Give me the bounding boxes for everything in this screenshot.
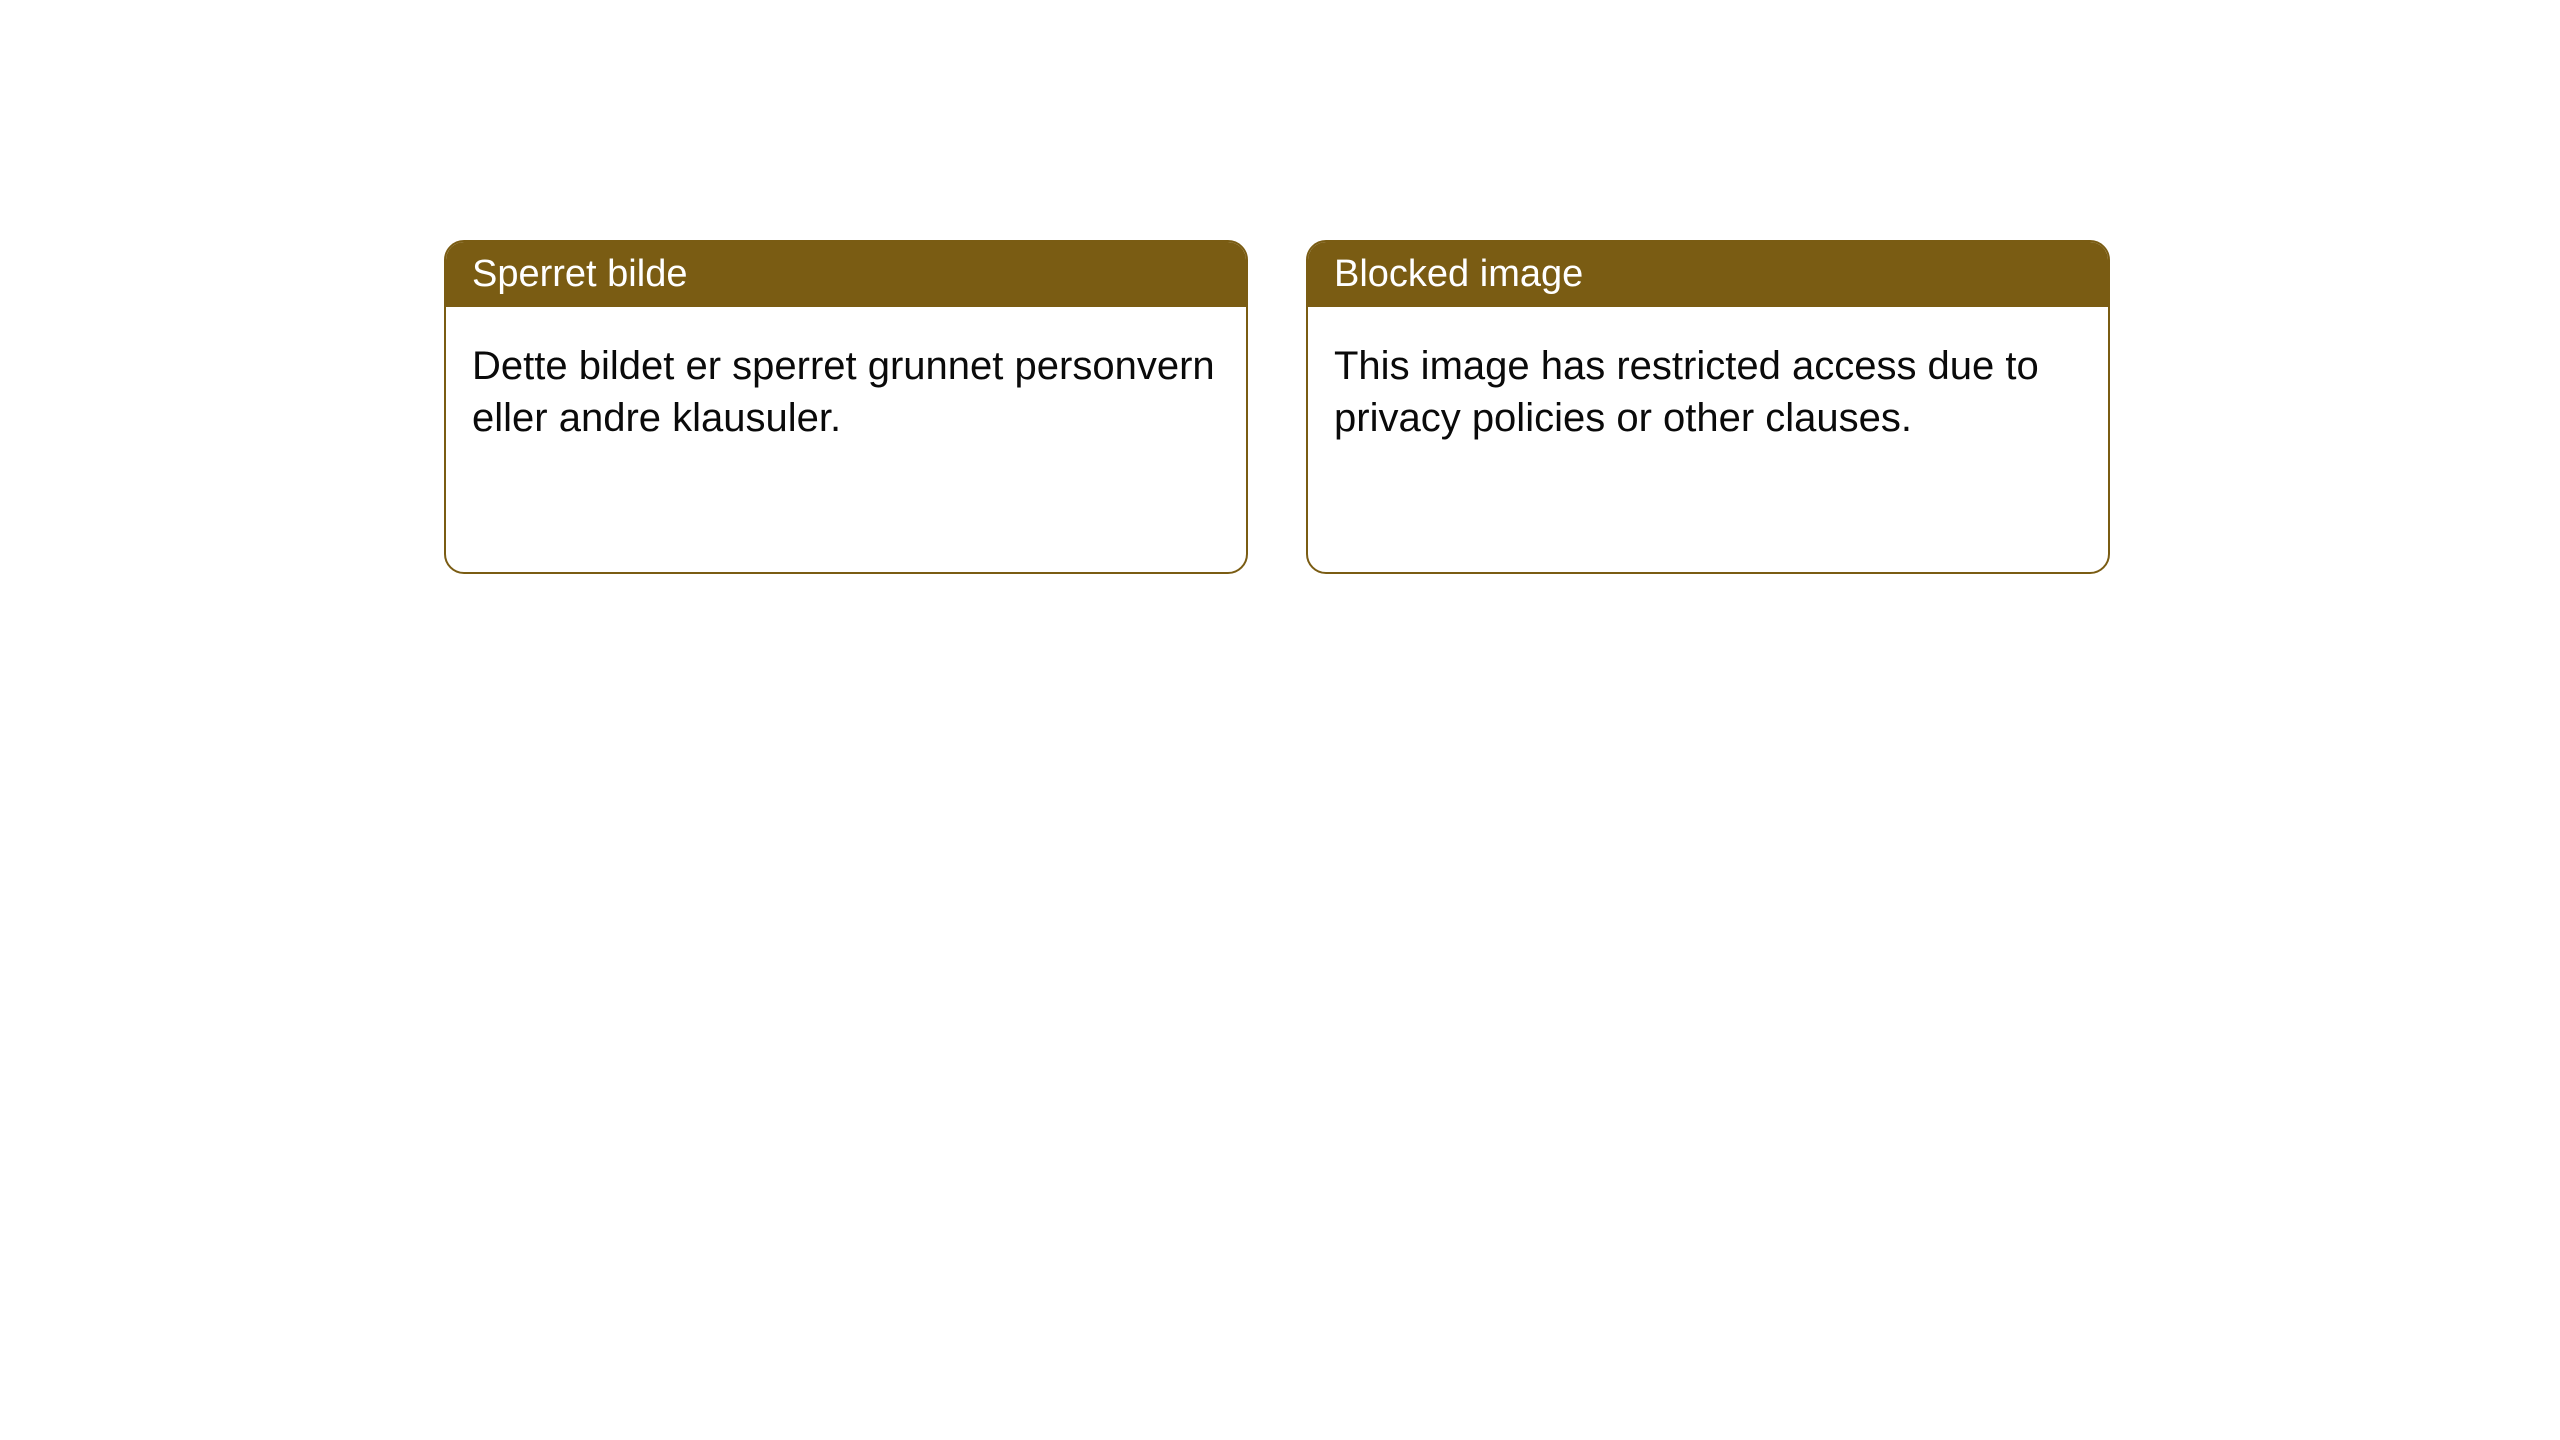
notice-card-english: Blocked image This image has restricted … (1306, 240, 2110, 574)
notice-body: This image has restricted access due to … (1308, 307, 2108, 572)
notice-header: Blocked image (1308, 242, 2108, 307)
notice-container: Sperret bilde Dette bildet er sperret gr… (444, 240, 2110, 574)
notice-header: Sperret bilde (446, 242, 1246, 307)
notice-body: Dette bildet er sperret grunnet personve… (446, 307, 1246, 572)
notice-card-norwegian: Sperret bilde Dette bildet er sperret gr… (444, 240, 1248, 574)
